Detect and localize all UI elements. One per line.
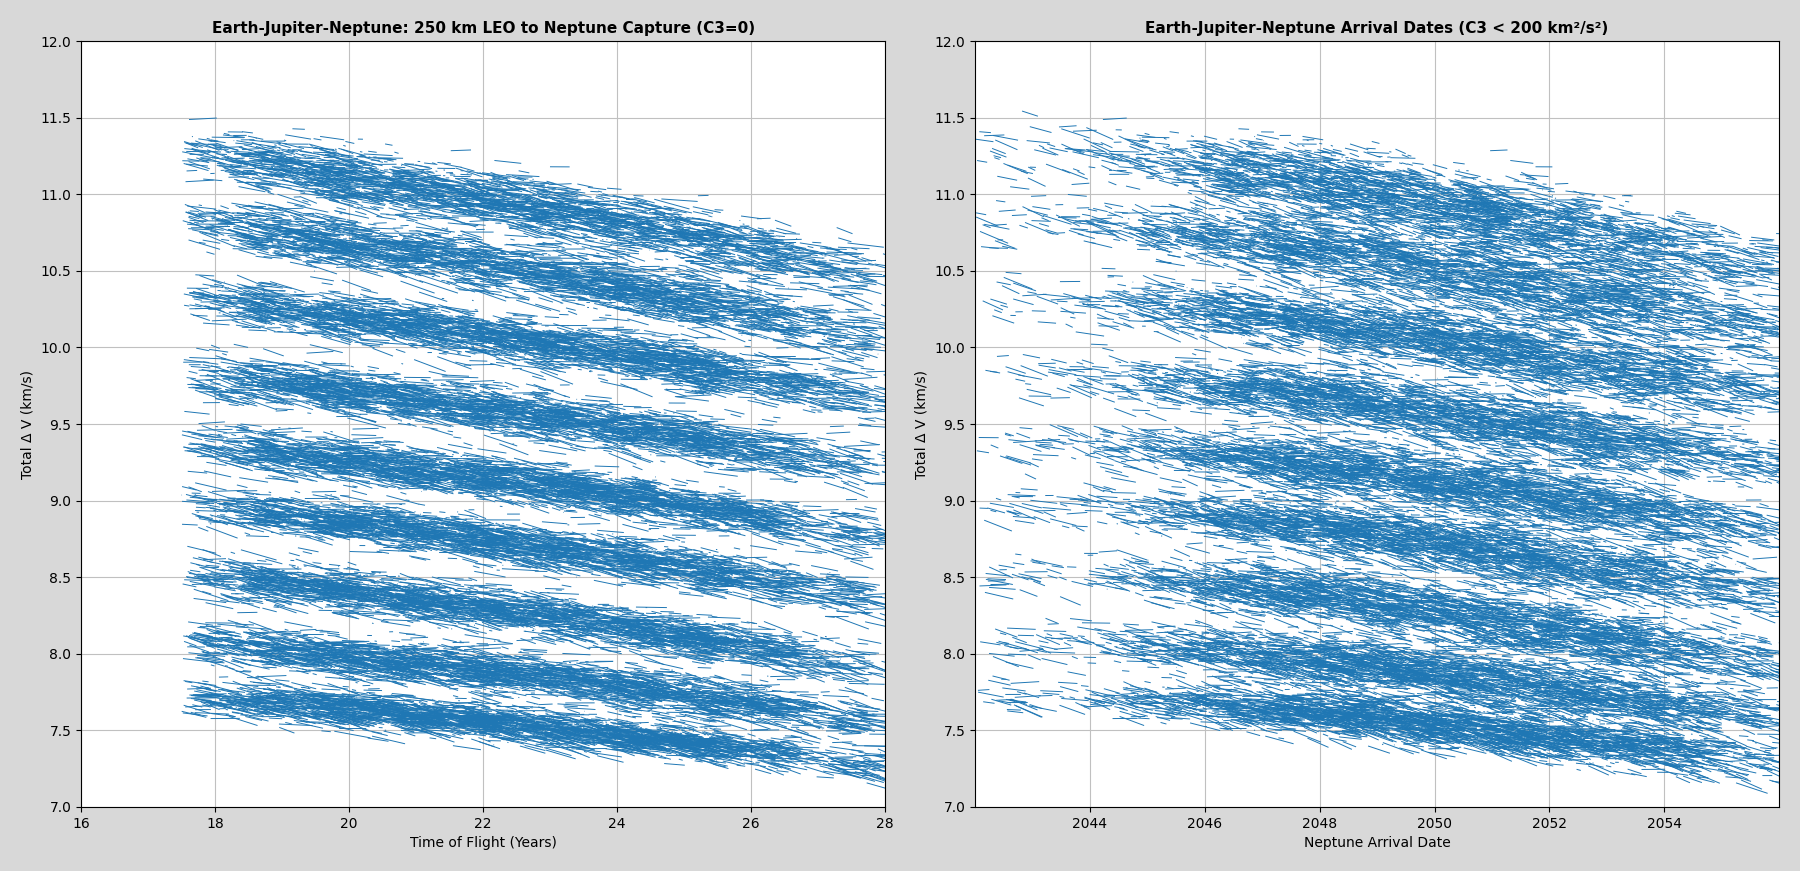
X-axis label: Neptune Arrival Date: Neptune Arrival Date [1303,836,1451,850]
X-axis label: Time of Flight (Years): Time of Flight (Years) [410,836,556,850]
Title: Earth-Jupiter-Neptune: 250 km LEO to Neptune Capture (C3=0): Earth-Jupiter-Neptune: 250 km LEO to Nep… [212,21,754,36]
Y-axis label: Total Δ V (km/s): Total Δ V (km/s) [914,369,929,478]
Title: Earth-Jupiter-Neptune Arrival Dates (C3 < 200 km²/s²): Earth-Jupiter-Neptune Arrival Dates (C3 … [1145,21,1609,36]
Y-axis label: Total Δ V (km/s): Total Δ V (km/s) [22,369,34,478]
